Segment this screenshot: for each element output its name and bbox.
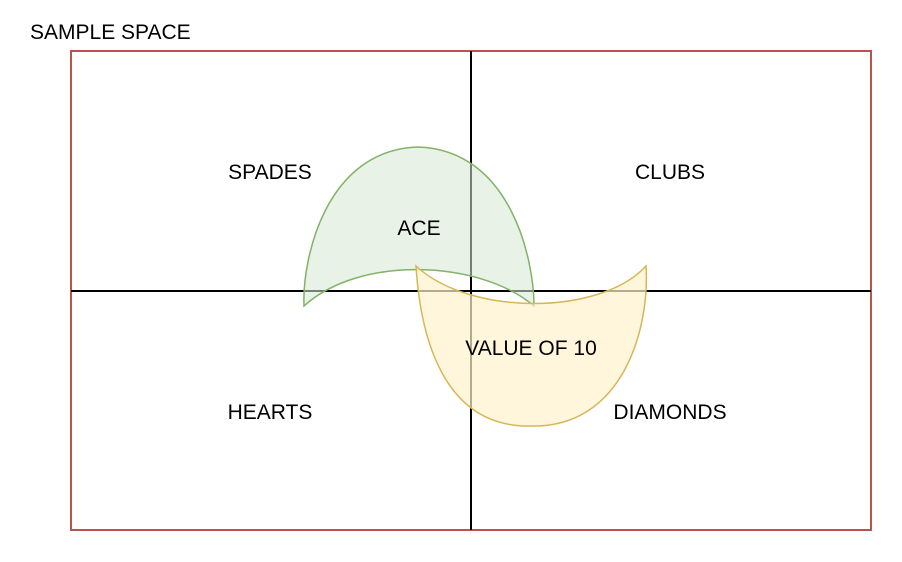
ace-event-shape	[303, 146, 535, 308]
value-of-10-event-shape	[415, 264, 648, 427]
quadrant-label-spades: SPADES	[228, 161, 312, 184]
ace-event-label: ACE	[397, 217, 440, 240]
sample-space-title: SAMPLE SPACE	[30, 21, 191, 44]
quadrant-label-diamonds: DIAMONDS	[613, 401, 726, 424]
value-of-10-event-label: VALUE OF 10	[465, 337, 597, 360]
quadrant-label-clubs: CLUBS	[635, 161, 705, 184]
quadrant-label-hearts: HEARTS	[228, 401, 313, 424]
